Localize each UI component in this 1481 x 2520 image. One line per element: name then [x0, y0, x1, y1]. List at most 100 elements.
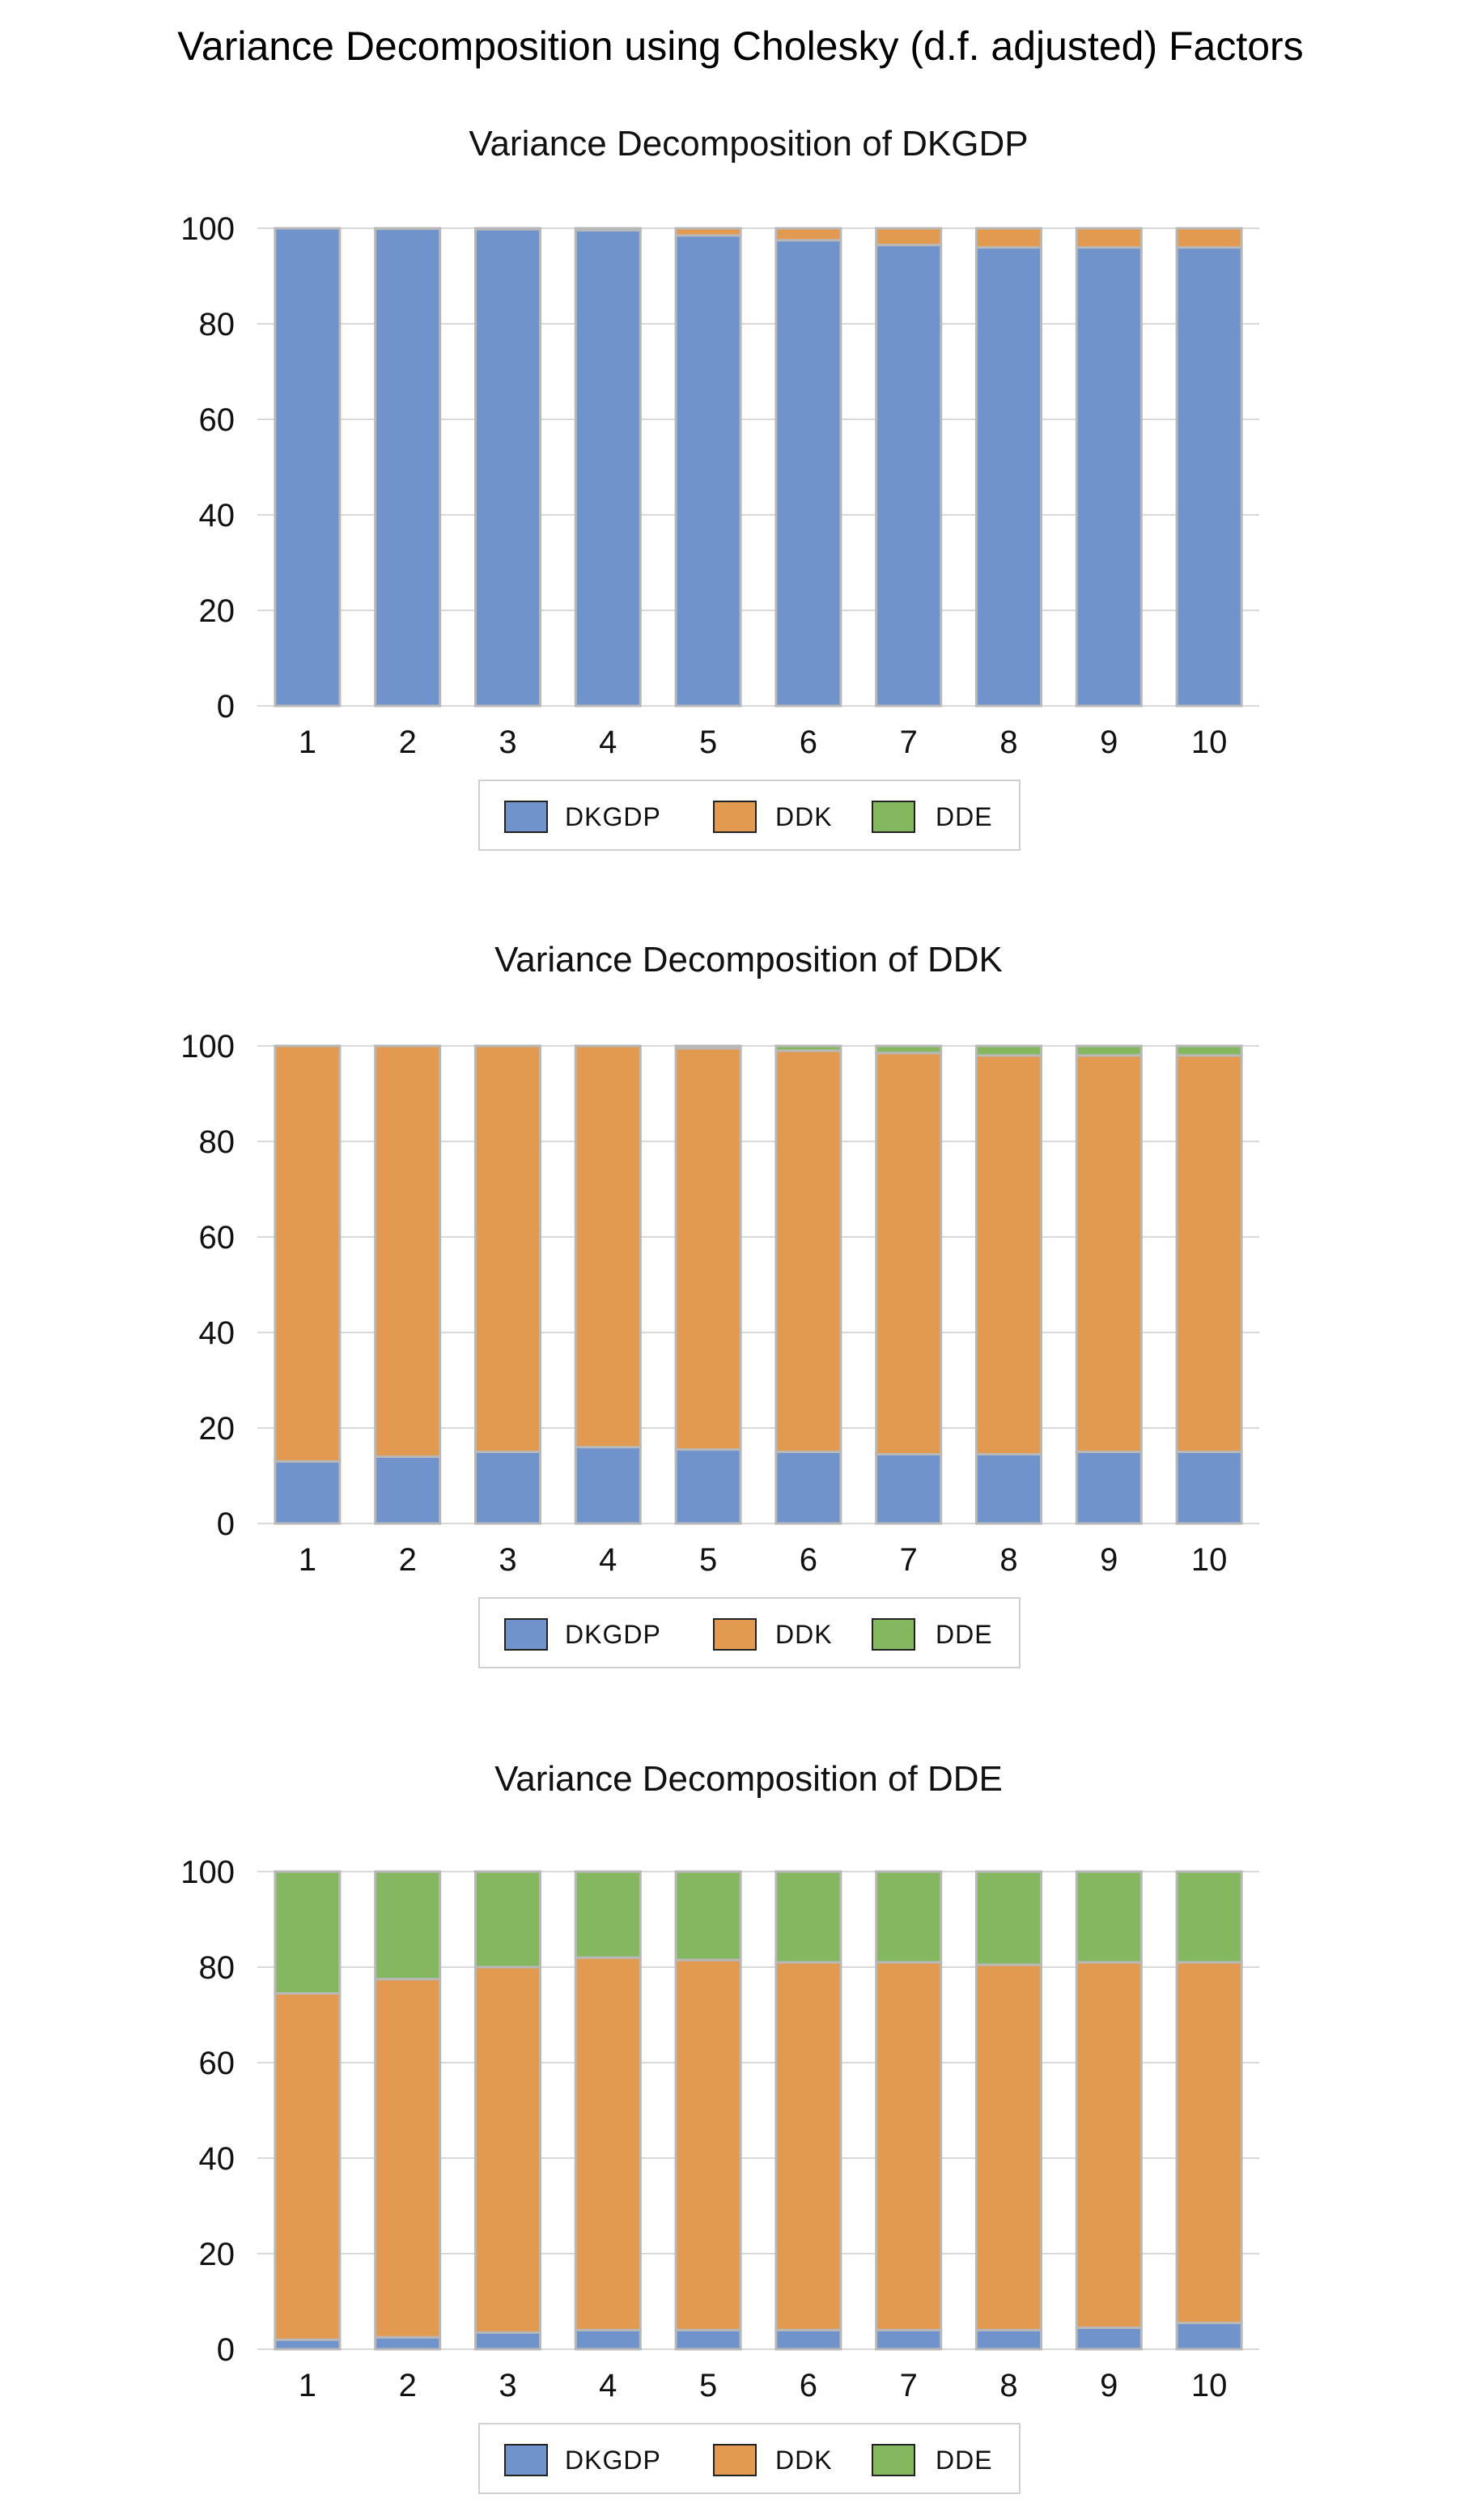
y-tick-label: 80 [199, 307, 236, 342]
x-tick-label: 1 [299, 2368, 316, 2403]
bar-ddk-1 [274, 1991, 342, 2341]
x-tick-label: 2 [399, 725, 417, 760]
bar-dde-5 [674, 1870, 742, 1961]
x-tick-label: 2 [399, 2368, 417, 2403]
bar-dkgdp-9 [1075, 1451, 1143, 1525]
bar-dkgdp-10 [1175, 2322, 1243, 2351]
y-tick-label: 20 [199, 1411, 236, 1447]
bar-ddk-7 [875, 1961, 943, 2331]
chart-2: Variance Decomposition of DDK 0 20 40 60 80 10… [180, 940, 1259, 1668]
x-tick-label: 6 [800, 2368, 817, 2403]
chart-1: Variance Decomposition of DKGDP 0 20 40 60 80… [180, 124, 1259, 851]
bar-dde-3 [474, 1870, 541, 1969]
bar-dde-6 [774, 1044, 842, 1052]
chart-3: Variance Decomposition of DDE 0 20 40 60 80 10… [180, 1759, 1259, 2494]
bar-ddk-2 [374, 1044, 442, 1458]
legend-label-dde: DDE [936, 2446, 993, 2475]
x-tick-label: 10 [1191, 725, 1228, 760]
x-tick-label: 3 [499, 1542, 516, 1578]
bar-dkgdp-2 [374, 1455, 442, 1525]
bar-dkgdp-4 [574, 228, 642, 708]
y-tick-label: 0 [217, 2332, 235, 2368]
bar-dkgdp-3 [474, 1451, 541, 1525]
bar-ddk-3 [474, 1044, 541, 1453]
bar-ddk-10 [1175, 227, 1243, 249]
x-tick-label: 4 [599, 1542, 617, 1578]
bar-ddk-4 [574, 227, 642, 232]
x-tick-label: 5 [699, 2368, 717, 2403]
y-tick-label: 80 [199, 1124, 236, 1160]
bar-ddk-10 [1175, 1054, 1243, 1454]
bar-ddk-5 [674, 227, 742, 237]
bar-dkgdp-1 [274, 1460, 342, 1525]
x-tick-label: 5 [699, 1542, 717, 1578]
bar-dkgdp-3 [474, 227, 541, 708]
y-tick-label: 20 [199, 2237, 236, 2272]
bar-dde-7 [875, 1044, 943, 1055]
y-tick-label: 40 [199, 498, 236, 533]
chart-title: Variance Decomposition of DKGDP [469, 124, 1028, 164]
bar-ddk-3 [474, 227, 541, 231]
x-tick-label: 3 [499, 2368, 516, 2403]
bar-dkgdp-3 [474, 2331, 541, 2351]
bar-ddk-4 [574, 1044, 642, 1449]
x-tick-label: 6 [800, 1542, 817, 1578]
x-tick-label: 8 [999, 1542, 1017, 1578]
bar-dde-8 [975, 1870, 1042, 1966]
chart-title: Variance Decomposition of DDE [494, 1759, 1003, 1799]
chart-title: Variance Decomposition of DDK [494, 940, 1003, 980]
y-tick-label: 40 [199, 1315, 236, 1351]
bar-dkgdp-8 [975, 2328, 1042, 2351]
bar-ddk-7 [875, 1052, 943, 1455]
bar-dde-7 [875, 1870, 943, 1964]
legend-label-dkgdp: DKGDP [565, 2446, 661, 2475]
legend-swatch-dkgdp [504, 801, 548, 833]
bar-ddk-8 [975, 1054, 1042, 1455]
legend-label-ddk: DDK [775, 802, 833, 831]
x-tick-label: 7 [900, 725, 918, 760]
y-tick-label: 0 [217, 1506, 235, 1542]
legend-label-dkgdp: DKGDP [565, 802, 661, 831]
legend-swatch-dkgdp [504, 2444, 548, 2476]
bar-ddk-5 [674, 1958, 742, 2331]
legend-frame [478, 780, 1021, 851]
bar-dde-10 [1175, 1870, 1243, 1964]
bar-dkgdp-5 [674, 1448, 742, 1525]
x-tick-label: 2 [399, 1542, 417, 1578]
bar-ddk-10 [1175, 1961, 1243, 2325]
bar-dde-5 [674, 1044, 742, 1050]
y-tick-label: 20 [199, 593, 236, 629]
bar-dkgdp-10 [1175, 246, 1243, 708]
x-tick-label: 7 [900, 1542, 918, 1578]
x-tick-label: 4 [599, 2368, 617, 2403]
y-tick-label: 60 [199, 2046, 236, 2081]
bar-dkgdp-8 [975, 1452, 1042, 1525]
bar-ddk-4 [574, 1956, 642, 2331]
y-tick-label: 100 [180, 211, 235, 247]
x-tick-label: 5 [699, 725, 717, 760]
bar-dkgdp-9 [1075, 2326, 1143, 2351]
x-tick-label: 9 [1100, 2368, 1118, 2403]
bar-ddk-9 [1075, 1961, 1143, 2329]
bar-dde-9 [1075, 1870, 1143, 1964]
y-tick-label: 80 [199, 1950, 236, 1986]
bar-ddk-8 [975, 227, 1042, 249]
bar-dkgdp-6 [774, 2328, 842, 2351]
legend-swatch-ddk [713, 801, 757, 833]
bar-dkgdp-7 [875, 2328, 943, 2351]
bar-ddk-9 [1075, 1054, 1143, 1454]
legend: DKGDP DDK DDE [478, 2423, 1021, 2494]
bar-dkgdp-7 [875, 1452, 943, 1525]
bar-dde-6 [774, 1870, 842, 1964]
bar-dde-4 [574, 1870, 642, 1959]
legend-label-dde: DDE [936, 802, 993, 831]
legend-swatch-dkgdp [504, 1618, 548, 1651]
figure-title: Variance Decomposition using Cholesky (d… [177, 23, 1303, 69]
bar-dkgdp-6 [774, 239, 842, 708]
bar-dde-2 [374, 1870, 442, 1981]
x-tick-label: 1 [299, 1542, 316, 1578]
y-tick-label: 60 [199, 1220, 236, 1256]
legend-swatch-dde [872, 801, 915, 833]
bar-ddk-1 [274, 1044, 342, 1463]
